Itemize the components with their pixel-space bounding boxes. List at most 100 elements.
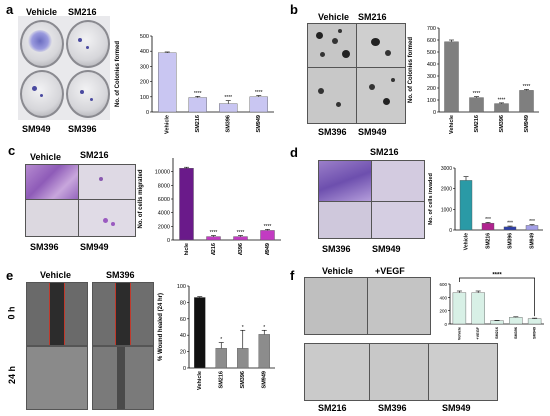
y-tick-label: 8000 [158,183,170,189]
panel-f-photo-sm949 [428,343,498,401]
x-tick-label: SM949 [262,371,268,388]
panel-b-label-sm396: SM396 [318,127,347,137]
y-tick-label: 300 [427,74,436,80]
panel-a-label-sm396: SM396 [68,124,97,134]
bar-vehicle [158,52,177,113]
panel-f-label-vehicle: Vehicle [322,266,354,276]
y-tick-label: 60 [180,317,186,323]
panel-e-label-sm396: SM396 [106,270,135,280]
panel-f-label-sm216: SM216 [318,403,347,413]
y-tick-label: 400 [427,62,436,68]
x-tick-label: SM396 [507,233,513,249]
panel-c-photo-sm216 [78,164,136,200]
x-tick-label: Vehicle [184,243,190,255]
x-tick-label: SM949 [256,115,262,132]
y-tick-label: 4000 [158,211,170,217]
significance-marker: * [242,325,244,331]
x-tick-label: SM949 [529,233,535,249]
panel-c-photo-sm396 [25,199,79,237]
y-tick-label: 6000 [158,197,170,203]
panel-d-photo-vehicle [318,160,372,202]
y-tick-label: 700 [427,26,436,32]
panel-a-label-sm949: SM949 [22,124,51,134]
panel-b-photo-sm216 [356,23,406,68]
x-tick-label: SM396 [240,371,246,388]
significance-marker: **** [264,224,272,230]
y-tick-label: 0 [433,110,436,116]
panel-b-letter: b [290,2,298,17]
y-tick-label: 2000 [441,187,452,193]
dish-sm216 [66,20,110,68]
panel-c-migration-chart: 0 2000 4000 6000 8000 10000 No. of cells migra… [138,158,281,255]
panel-b-photo-sm949 [356,67,406,124]
panel-b-colony-chart: 0 100 200 300 400 500 600 700 No. of Colonies fo… [408,26,539,134]
bar-sm396 [219,103,238,113]
y-tick-label: 3000 [441,166,452,172]
y-tick-label: 80 [180,300,186,306]
x-tick-label: SM396 [238,243,244,255]
x-tick-label: Vehicle [165,115,171,134]
panel-a-label-sm216: SM216 [68,7,97,17]
y-axis-label: No. of Colonies formed [408,37,414,103]
panel-e-photo-sm396-0h [92,282,154,346]
bar-vehicle [459,180,473,231]
panel-f-photo-vehicle [304,277,368,335]
bar-sm216 [490,320,504,325]
x-tick-label: +VEGF [476,326,480,339]
y-tick-label: 600 [427,38,436,44]
y-tick-label: 400 [140,49,149,55]
bar-vehicle [194,297,206,369]
bar-sm396 [233,236,248,241]
x-tick-label: SM216 [495,327,499,339]
x-tick-label: Vehicle [449,115,455,134]
bar-vegf [471,292,485,325]
bar-sm949 [527,318,542,325]
y-axis-label: % Wound healed (24 hr) [158,293,164,361]
significance-marker: *** [529,219,535,225]
significance-marker: **** [224,95,232,101]
x-tick-label: SM949 [524,115,530,132]
panel-a-plates [18,16,110,120]
y-tick-label: 0 [449,228,452,234]
panel-f-label-sm949: SM949 [442,403,471,413]
panel-c-label-sm216: SM216 [80,150,109,160]
bar-sm949 [525,225,539,231]
significance-marker: * [220,337,222,343]
y-tick-label: 0 [183,366,186,372]
x-tick-label: SM216 [195,115,201,132]
x-tick-label: Vehicle [457,327,461,340]
significance-marker: * [263,325,265,331]
y-tick-label: 600 [439,282,447,287]
panel-d-invasion-chart: 0 1000 2000 3000 No. of cells invaded Vehicle… [428,166,543,250]
x-tick-label: SM396 [514,327,518,339]
x-tick-label: SM216 [211,243,217,255]
bar-sm949 [519,90,534,113]
panel-c-photo-vehicle [25,164,79,200]
y-axis-label: No. of Colonies formed [115,41,121,107]
panel-f-photo-sm216 [304,343,370,401]
x-tick-label: SM216 [485,233,491,249]
x-tick-label: SM216 [474,115,480,132]
x-tick-label: SM949 [265,243,271,255]
bar-sm216 [206,236,221,241]
y-axis-label: No. of cells invaded [428,173,434,225]
y-tick-label: 100 [427,98,436,104]
bar-sm396 [509,317,523,325]
panel-c-label-sm396: SM396 [30,242,59,252]
panel-f-letter: f [290,268,295,283]
bar-sm949 [260,230,275,241]
bar-sm396 [503,226,517,231]
panel-e-row-24h: 24 h [7,365,18,385]
bar-vehicle [452,292,467,325]
panel-d-photo-sm949 [371,201,425,239]
x-tick-label: SM216 [219,371,225,388]
panel-d-label-sm216: SM216 [370,147,399,157]
bar-sm216 [469,97,484,113]
y-tick-label: 200 [427,86,436,92]
y-tick-label: 500 [140,34,149,40]
y-tick-label: 0 [146,110,149,116]
panel-c-label-vehicle: Vehicle [30,152,62,162]
panel-e-row-0h: 0 h [6,306,17,320]
x-tick-label: Vehicle [197,371,203,390]
panel-c-letter: c [8,143,16,158]
